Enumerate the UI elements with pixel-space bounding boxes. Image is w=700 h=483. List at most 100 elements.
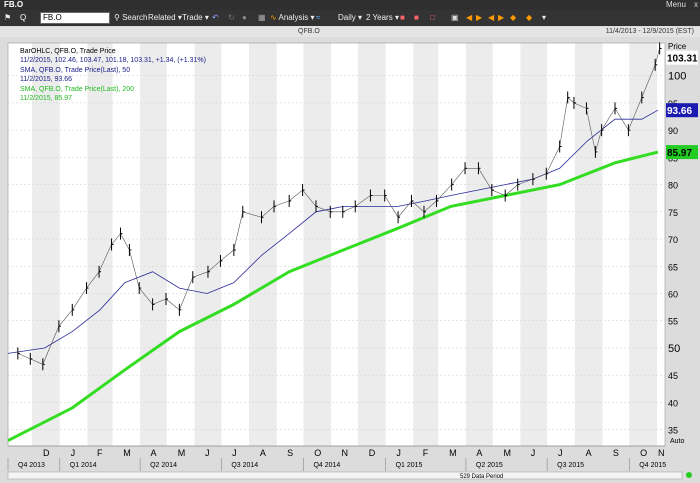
scroll-left-icon[interactable]: ◀ xyxy=(466,13,473,22)
analysis-label: Analysis xyxy=(278,13,309,22)
legend-sma200-values: 11/2/2015, 85.97 xyxy=(20,95,72,102)
legend-sma50-values: 11/2/2015, 93.66 xyxy=(20,76,72,83)
x-quarter-label: Q4 2015 xyxy=(639,462,666,469)
x-month-label: A xyxy=(260,448,266,458)
line-chart-icon[interactable]: ■ xyxy=(400,13,405,22)
expand-icon[interactable]: ◆ xyxy=(510,13,517,22)
zoom-left-icon[interactable]: ◀ xyxy=(488,13,495,22)
month-band xyxy=(32,43,60,446)
chevron-down-icon: ▾ xyxy=(394,13,399,22)
y-tick-label: 90 xyxy=(668,126,678,136)
x-month-label: J xyxy=(232,448,237,458)
sma50-line xyxy=(7,109,659,354)
x-month-label: D xyxy=(369,448,376,458)
analysis-button[interactable]: ∿ Analysis ▾ xyxy=(270,12,315,24)
x-quarter-label: Q1 2014 xyxy=(70,462,97,469)
y-tick-label: 50 xyxy=(668,343,680,355)
x-month-label: A xyxy=(586,448,592,458)
x-quarter-label: Q4 2013 xyxy=(18,462,45,469)
price-path xyxy=(17,48,660,365)
price-chart[interactable]: BarOHLC, QFB.O, Trade Price 11/2/2015, 1… xyxy=(0,37,700,483)
x-month-label: M xyxy=(178,448,186,458)
x-month-label: J xyxy=(531,448,536,458)
scroll-right-icon[interactable]: ▶ xyxy=(476,13,483,22)
fit-icon[interactable]: □ xyxy=(430,13,435,22)
x-month-label: S xyxy=(287,448,293,458)
sma200-line xyxy=(7,150,659,442)
x-month-label: J xyxy=(396,448,401,458)
search-button[interactable]: ⚲ Search xyxy=(114,12,147,24)
month-band xyxy=(87,43,113,446)
x-quarter-label: Q1 2015 xyxy=(396,462,423,469)
chevron-down-icon: ▾ xyxy=(177,13,182,22)
related-button[interactable]: Related ▾ xyxy=(148,12,182,24)
x-quarter-label: Q4 2014 xyxy=(313,462,340,469)
toolbar: ⚑ Q FB.O ⚲ Search Related ▾ Trade ▾ ↶ ↻ … xyxy=(0,10,700,26)
search-label: Search xyxy=(122,13,148,22)
auto-scale-button[interactable]: Auto xyxy=(670,438,685,445)
x-month-label: A xyxy=(476,448,482,458)
interval-select[interactable]: Daily ▾ xyxy=(338,12,362,24)
wave-icon[interactable]: ≈ xyxy=(316,13,321,22)
data-period-scrollbar[interactable] xyxy=(7,471,683,480)
x-month-label: M xyxy=(504,448,512,458)
chevron-down-icon: ▾ xyxy=(310,13,315,22)
x-month-label: O xyxy=(640,448,647,458)
range-label: 2 Years xyxy=(366,13,393,22)
menu-button[interactable]: Menu xyxy=(665,0,686,9)
stop-icon[interactable]: ● xyxy=(242,13,247,22)
month-band xyxy=(303,43,332,446)
x-quarter-label: Q3 2015 xyxy=(557,462,584,469)
pin-icon[interactable]: ⚑ xyxy=(4,13,12,22)
last-price-tag-bg xyxy=(666,50,698,65)
window-title: FB.O xyxy=(4,0,24,9)
month-band xyxy=(413,43,439,446)
refresh-icon[interactable]: ↻ xyxy=(228,13,235,22)
compress-icon[interactable]: ◆ xyxy=(526,13,533,22)
crosshair-icon[interactable]: ▣ xyxy=(451,13,459,22)
x-month-label: D xyxy=(43,448,50,458)
symbol-input[interactable]: FB.O xyxy=(40,12,110,24)
month-band xyxy=(357,43,386,446)
month-band xyxy=(574,43,603,446)
y-tick-label: 60 xyxy=(668,290,678,300)
search-icon: ⚲ xyxy=(114,13,120,22)
x-month-label: J xyxy=(71,448,76,458)
symbol-prefix[interactable]: Q xyxy=(20,13,27,22)
bar-chart-icon[interactable]: ■ xyxy=(414,13,419,22)
grid-icon[interactable]: ▦ xyxy=(258,13,266,22)
y-tick-label: 45 xyxy=(668,371,678,381)
y-tick-label: 80 xyxy=(668,181,678,191)
related-label: Related xyxy=(148,13,176,22)
chart-header: QFB.O 11/4/2013 - 12/9/2015 (EST) xyxy=(0,27,700,37)
chevron-down-icon: ▾ xyxy=(358,13,363,22)
data-period-label: 529 Data Period xyxy=(460,474,503,480)
legend-sma200-title: SMA, QFB.O, Trade Price(Last), 200 xyxy=(20,86,134,93)
undo-icon[interactable]: ↶ xyxy=(212,13,219,22)
date-range: 11/4/2013 - 12/9/2015 (EST) xyxy=(605,28,694,35)
month-band xyxy=(194,43,222,446)
chart-symbol: QFB.O xyxy=(298,28,320,35)
x-month-label: O xyxy=(314,448,321,458)
x-quarter-label: Q3 2014 xyxy=(231,462,258,469)
range-select[interactable]: 2 Years ▾ xyxy=(366,12,399,24)
x-month-label: M xyxy=(449,448,457,458)
x-month-label: A xyxy=(151,448,157,458)
zoom-right-icon[interactable]: ▶ xyxy=(498,13,505,22)
close-icon[interactable]: x xyxy=(694,0,698,9)
x-month-label: M xyxy=(123,448,131,458)
interval-label: Daily xyxy=(338,13,356,22)
month-band xyxy=(249,43,277,446)
x-month-label: F xyxy=(97,448,103,458)
plot-background xyxy=(8,43,665,446)
y-tick-label: 100 xyxy=(668,71,686,83)
x-month-label: S xyxy=(613,448,619,458)
x-month-label: J xyxy=(558,448,563,458)
x-month-label: N xyxy=(658,448,665,458)
last-price-tag: 103.31 xyxy=(667,54,698,65)
month-band xyxy=(465,43,493,446)
chevron-down-icon[interactable]: ▾ xyxy=(542,13,547,22)
y-tick-label: 65 xyxy=(668,262,678,272)
trade-button[interactable]: Trade ▾ xyxy=(182,12,209,24)
